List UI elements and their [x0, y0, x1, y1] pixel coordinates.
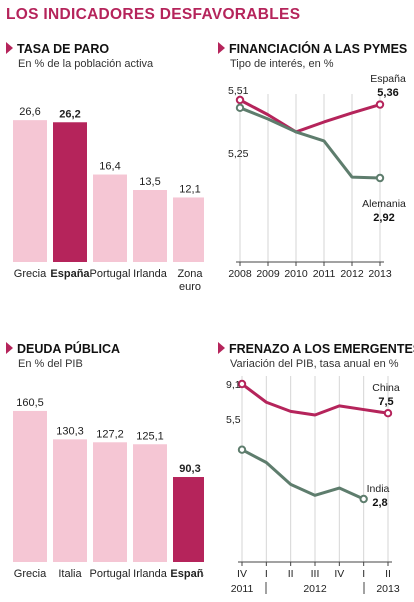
panel-title-text: DEUDA PÚBLICA: [17, 342, 121, 356]
bar-chart-tasa-de-paro: 26,6 Grecia 26,2 España 16,4 Portugal 13,5 Irla…: [13, 106, 204, 292]
panel-subtitle: Variación del PIB, tasa anual en %: [230, 358, 399, 370]
bar-grecia: [13, 120, 47, 262]
x-tick-label: III: [311, 568, 320, 580]
category-label: Zona: [177, 268, 203, 280]
series-start-point: [237, 445, 247, 454]
series-end-point: [359, 494, 368, 504]
series-line-india: [241, 448, 365, 501]
panel-deuda-publica: DEUDA PÚBLICA En % del PIB 160,5 Grecia 13…: [6, 342, 204, 598]
category-label: Grecia: [14, 568, 47, 580]
series-start-label: 5,25: [228, 148, 249, 160]
year-label: 2013: [376, 583, 400, 595]
panel-subtitle: Tipo de interés, en %: [230, 58, 334, 70]
panel-subtitle: En % del PIB: [18, 358, 83, 370]
bar-grecia: [13, 410, 47, 562]
bar-value-label: 127,2: [96, 428, 124, 440]
bar-chart-deuda-publica: 160,5 Grecia 130,3 Italia 127,2 Portugal 125,1…: [13, 397, 204, 580]
line-chart-financiacion: 2008 2009 2010 2011 2012 2013 5,51 España 5,36 5,…: [228, 73, 406, 280]
panel-tasa-de-paro: TASA DE PARO En % de la población activa…: [6, 42, 204, 292]
series-end-label: 2,92: [373, 212, 394, 224]
x-tick-label: IV: [334, 568, 344, 580]
panel-financiacion-pymes: FINANCIACIÓN A LAS PYMES Tipo de interés…: [218, 42, 410, 292]
series-line-alemania: [239, 106, 381, 180]
category-label: Grecia: [14, 268, 47, 280]
x-tick-label: 2009: [256, 268, 280, 280]
series-end-label: 7,5: [378, 396, 393, 408]
series-name-label: España: [370, 73, 406, 85]
panel-title-text: FINANCIACIÓN A LAS PYMES: [229, 42, 408, 56]
panel-title: FRENAZO A LOS EMERGENTES: [218, 342, 414, 356]
category-label: Portugal: [90, 568, 131, 580]
series-name-label: China: [372, 382, 400, 394]
series-end-label: 5,36: [377, 87, 398, 99]
series-end-point: [375, 100, 385, 109]
bar-irlanda: [133, 190, 167, 262]
x-tick-label: IV: [237, 568, 247, 580]
bar-irlanda: [133, 444, 167, 562]
triangle-marker-icon: [6, 342, 13, 354]
triangle-marker-icon: [218, 42, 225, 54]
series-line-china: [241, 382, 389, 417]
bar-italia: [53, 439, 87, 562]
panel-title: FINANCIACIÓN A LAS PYMES: [218, 42, 407, 56]
category-label: Irlanda: [133, 268, 168, 280]
category-label: euro: [179, 281, 201, 292]
x-tick-label: 2010: [284, 268, 308, 280]
series-start-label: 9,1: [226, 379, 241, 391]
bar-value-label: 125,1: [136, 430, 164, 442]
panel-title: DEUDA PÚBLICA: [6, 342, 120, 356]
x-tick-label: II: [288, 568, 294, 580]
series-start-label: 5,51: [228, 85, 249, 97]
bar-value-label: 12,1: [179, 183, 200, 195]
main-title: LOS INDICADORES DESFAVORABLES: [6, 6, 301, 23]
triangle-marker-icon: [218, 342, 225, 354]
series-name-label: India: [367, 483, 390, 495]
category-label: Irlanda: [133, 568, 168, 580]
panel-title-text: FRENAZO A LOS EMERGENTES: [229, 342, 414, 356]
bar-value-label: 26,2: [59, 108, 80, 120]
series-end-point: [375, 173, 385, 183]
year-label: 2011: [231, 583, 254, 595]
series-start-point: [235, 103, 245, 113]
bar-portugal: [93, 174, 127, 262]
bar-españa: [173, 477, 204, 562]
bar-value-label: 160,5: [16, 397, 44, 409]
triangle-marker-icon: [6, 42, 13, 54]
series-name-label: Alemania: [362, 198, 406, 210]
series-end-label: 2,8: [372, 497, 387, 509]
series-start-point: [235, 95, 245, 105]
series-start-label: 5,5: [226, 414, 241, 426]
panel-title: TASA DE PARO: [6, 42, 109, 56]
x-tick-label: 2013: [368, 268, 392, 280]
x-tick-label: 2011: [313, 268, 336, 280]
x-tick-label: II: [385, 568, 391, 580]
category-label: Portugal: [90, 268, 131, 280]
bar-value-label: 26,6: [19, 106, 40, 118]
series-start-point: [237, 379, 247, 389]
panel-frenazo-emergentes: FRENAZO A LOS EMERGENTES Variación del P…: [218, 342, 414, 598]
panel-title-text: TASA DE PARO: [17, 42, 110, 56]
series-line-españa: [239, 98, 381, 134]
year-label: 2012: [303, 583, 327, 595]
x-tick-label: 2012: [340, 268, 364, 280]
bar-value-label: 16,4: [99, 161, 120, 173]
bar-españa: [53, 122, 87, 263]
bar-value-label: 13,5: [139, 176, 160, 188]
bar-zona-euro: [173, 197, 204, 262]
category-label: España: [50, 268, 90, 280]
series-end-point: [383, 409, 393, 418]
category-label: Italia: [58, 568, 82, 580]
x-tick-label: 2008: [228, 268, 252, 280]
category-label: España: [170, 568, 204, 580]
x-tick-label: I: [362, 568, 365, 580]
bar-value-label: 130,3: [56, 425, 84, 437]
bar-value-label: 90,3: [179, 463, 200, 475]
panel-subtitle: En % de la población activa: [18, 58, 154, 70]
bar-portugal: [93, 442, 127, 562]
x-tick-label: I: [265, 568, 268, 580]
